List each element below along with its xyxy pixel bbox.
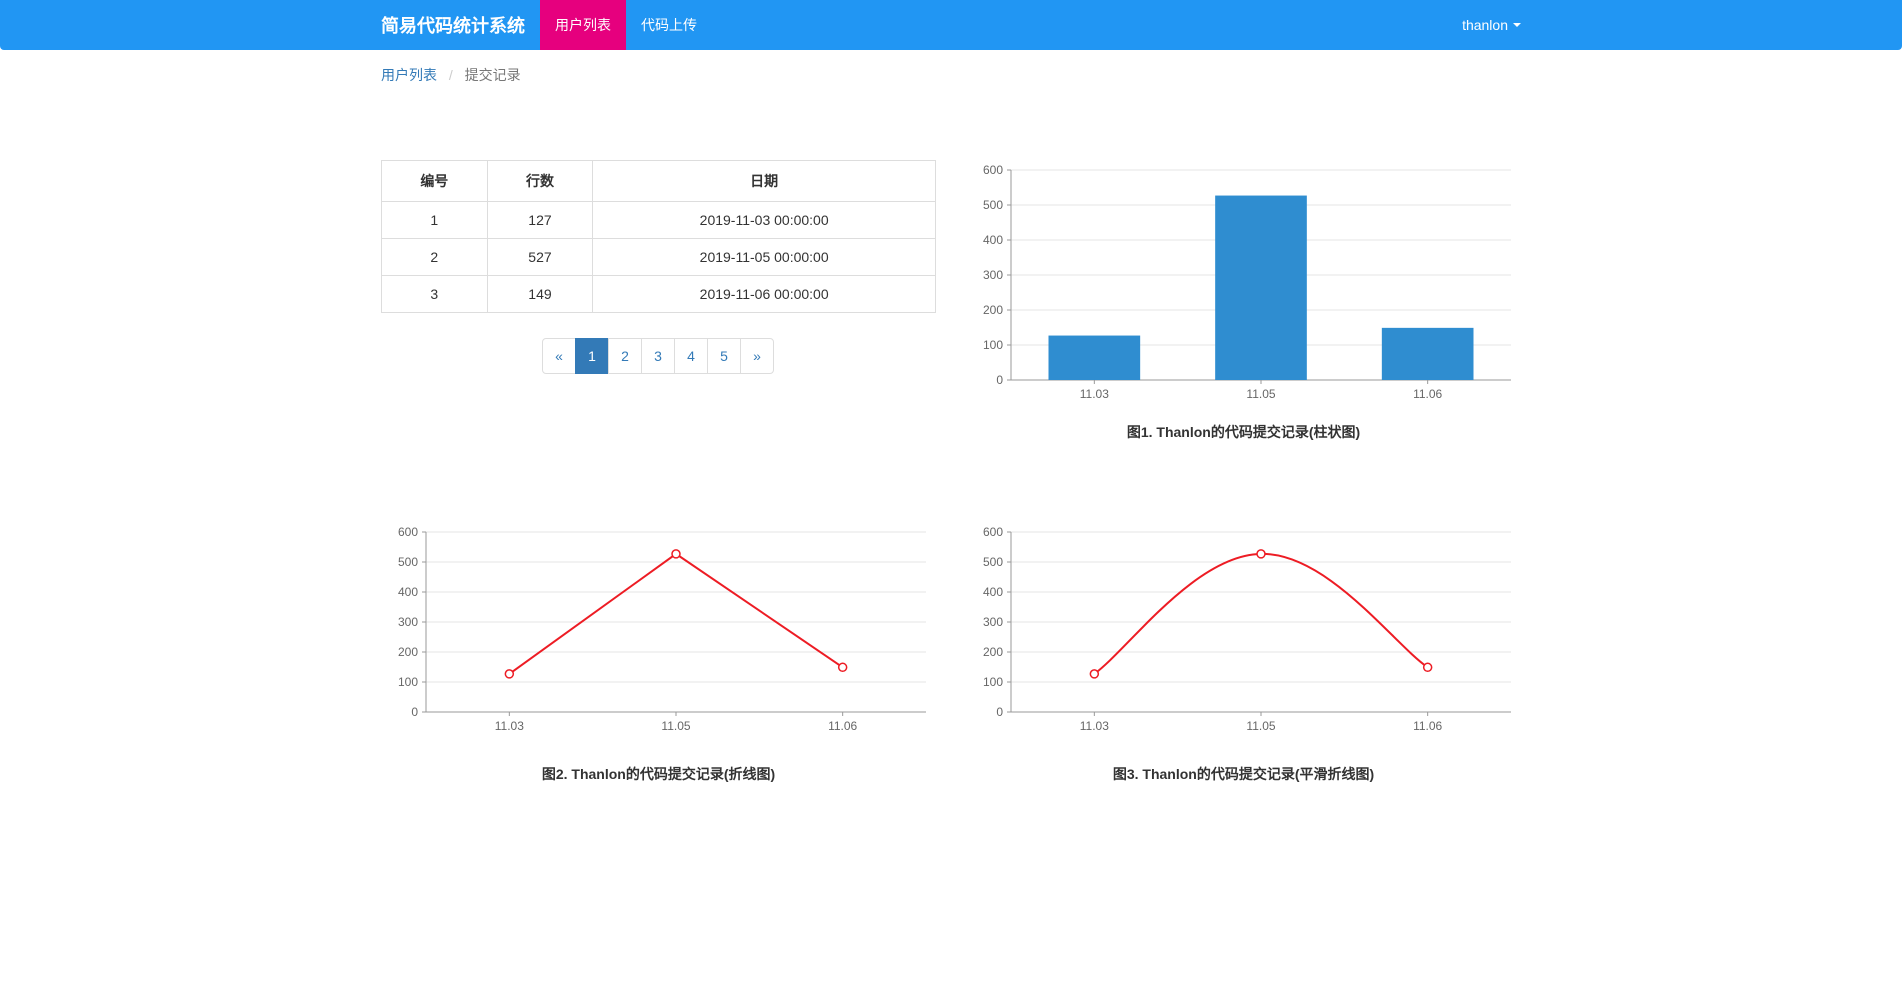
table-cell: 2019-11-03 00:00:00 <box>593 202 936 239</box>
table-header-date: 日期 <box>593 161 936 202</box>
chart-title: 图1. Thanlon的代码提交记录(柱状图) <box>966 422 1521 442</box>
svg-text:11.05: 11.05 <box>1246 719 1275 733</box>
table-cell: 3 <box>382 276 488 313</box>
table-cell: 527 <box>487 239 593 276</box>
svg-text:400: 400 <box>983 233 1003 247</box>
table-row: 11272019-11-03 00:00:00 <box>382 202 936 239</box>
table-row: 25272019-11-05 00:00:00 <box>382 239 936 276</box>
pagination-prev[interactable]: « <box>542 338 576 374</box>
user-name: thanlon <box>1462 17 1508 33</box>
svg-text:11.06: 11.06 <box>828 719 857 733</box>
svg-text:600: 600 <box>983 525 1003 539</box>
navbar: 简易代码统计系统 用户列表 代码上传 thanlon <box>0 0 1902 50</box>
svg-text:500: 500 <box>983 198 1003 212</box>
pagination: «12345» <box>381 338 936 374</box>
breadcrumb: 用户列表 / 提交记录 <box>381 50 1521 100</box>
table-header-lines: 行数 <box>487 161 593 202</box>
table-cell: 2 <box>382 239 488 276</box>
svg-text:300: 300 <box>398 615 418 629</box>
svg-text:0: 0 <box>996 705 1003 719</box>
chevron-down-icon <box>1513 23 1521 27</box>
user-menu[interactable]: thanlon <box>1447 0 1536 50</box>
table-cell: 2019-11-06 00:00:00 <box>593 276 936 313</box>
brand-title: 简易代码统计系统 <box>366 12 540 38</box>
pagination-page[interactable]: 2 <box>608 338 642 374</box>
svg-text:600: 600 <box>398 525 418 539</box>
table-cell: 127 <box>487 202 593 239</box>
svg-text:400: 400 <box>983 585 1003 599</box>
svg-text:11.03: 11.03 <box>495 719 524 733</box>
svg-text:11.03: 11.03 <box>1080 719 1109 733</box>
chart-bar: 0 100 200 300 400 500 600 11.03 11.05 11.06 图1. T… <box>966 160 1521 442</box>
svg-text:100: 100 <box>398 675 418 689</box>
svg-text:600: 600 <box>983 163 1003 177</box>
svg-text:200: 200 <box>398 645 418 659</box>
nav-item-code-upload[interactable]: 代码上传 <box>626 0 712 50</box>
svg-text:11.06: 11.06 <box>1413 387 1442 401</box>
pagination-page[interactable]: 5 <box>707 338 741 374</box>
svg-text:300: 300 <box>983 268 1003 282</box>
breadcrumb-current: 提交记录 <box>465 67 521 83</box>
svg-text:400: 400 <box>398 585 418 599</box>
pagination-page[interactable]: 1 <box>575 338 609 374</box>
pagination-next[interactable]: » <box>740 338 774 374</box>
svg-text:11.05: 11.05 <box>661 719 690 733</box>
svg-text:200: 200 <box>983 303 1003 317</box>
pagination-page[interactable]: 3 <box>641 338 675 374</box>
svg-text:11.06: 11.06 <box>1413 719 1442 733</box>
chart-line: 0 100 200 300 400 500 600 11.03 11.05 11.06 图2. T… <box>381 522 936 784</box>
svg-text:11.03: 11.03 <box>1080 387 1109 401</box>
table-header-id: 编号 <box>382 161 488 202</box>
svg-text:0: 0 <box>411 705 418 719</box>
table-cell: 149 <box>487 276 593 313</box>
svg-text:500: 500 <box>398 555 418 569</box>
svg-text:11.05: 11.05 <box>1246 387 1275 401</box>
svg-text:200: 200 <box>983 645 1003 659</box>
pagination-page[interactable]: 4 <box>674 338 708 374</box>
table-cell: 1 <box>382 202 488 239</box>
breadcrumb-link-user-list[interactable]: 用户列表 <box>381 67 437 83</box>
chart-line-smooth: 0 100 200 300 400 500 600 11.03 11.05 11.06 图3. T… <box>966 522 1521 784</box>
nav-item-user-list[interactable]: 用户列表 <box>540 0 626 50</box>
chart-title: 图3. Thanlon的代码提交记录(平滑折线图) <box>966 764 1521 784</box>
breadcrumb-separator: / <box>441 67 461 83</box>
nav-item-label: 用户列表 <box>555 15 611 35</box>
svg-text:100: 100 <box>983 338 1003 352</box>
svg-text:300: 300 <box>983 615 1003 629</box>
chart-title: 图2. Thanlon的代码提交记录(折线图) <box>381 764 936 784</box>
svg-text:100: 100 <box>983 675 1003 689</box>
svg-text:500: 500 <box>983 555 1003 569</box>
svg-text:0: 0 <box>996 373 1003 387</box>
nav-item-label: 代码上传 <box>641 15 697 35</box>
table-row: 31492019-11-06 00:00:00 <box>382 276 936 313</box>
records-table: 编号 行数 日期 11272019-11-03 00:00:0025272019… <box>381 160 936 313</box>
table-cell: 2019-11-05 00:00:00 <box>593 239 936 276</box>
